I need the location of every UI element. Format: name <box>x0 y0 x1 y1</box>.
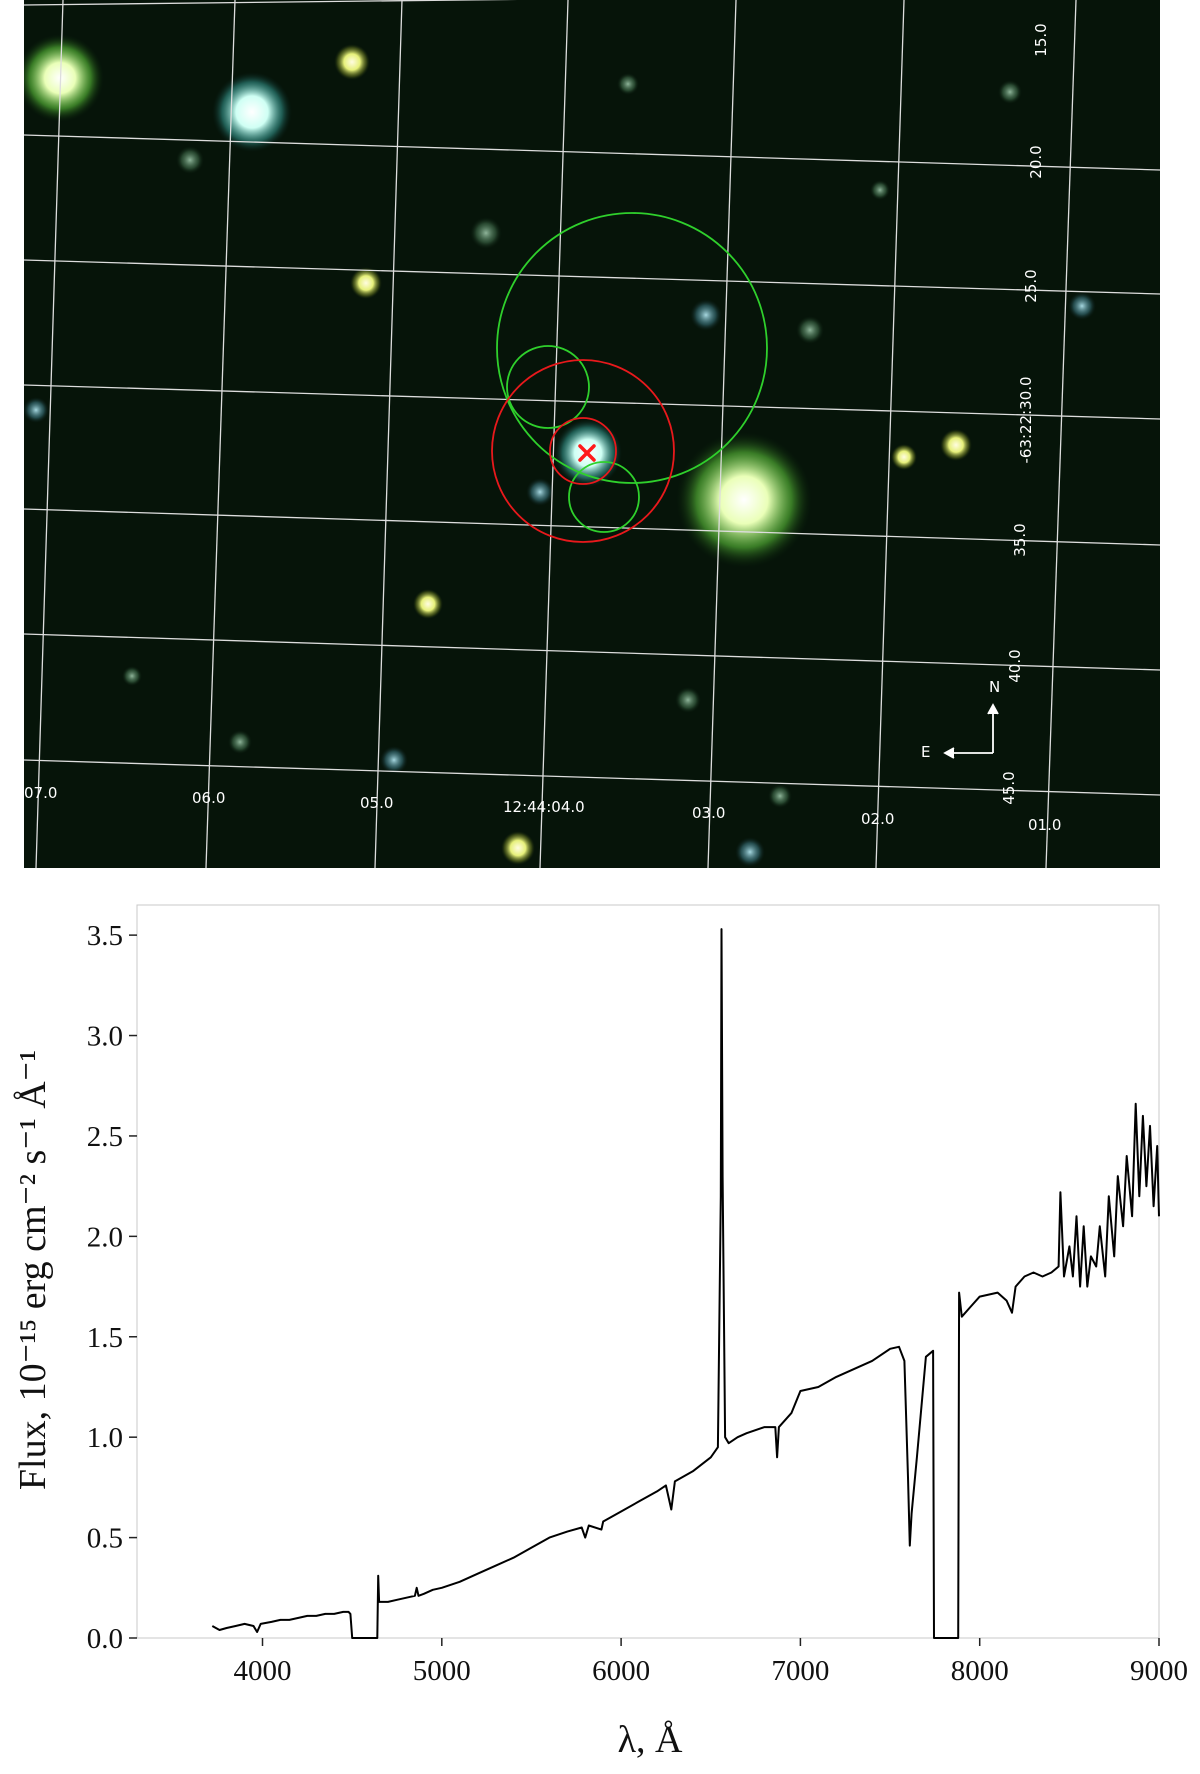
star <box>735 837 765 867</box>
grid-line-ra <box>875 0 905 868</box>
dec-tick-label: 25.0 <box>1022 269 1040 302</box>
y-tick-label: 2.0 <box>87 1221 123 1253</box>
grid-line-dec <box>24 134 1160 171</box>
star <box>24 397 49 423</box>
grid-line-ra <box>35 0 64 868</box>
x-tick-label: 9000 <box>1130 1655 1188 1687</box>
y-tick-label: 0.0 <box>87 1623 123 1655</box>
y-axis: 0.0 0.5 1.0 1.5 2.0 2.5 3.0 3.5 <box>87 920 137 1655</box>
grid-line-dec <box>24 259 1160 295</box>
y-tick-label: 2.5 <box>87 1121 123 1153</box>
grid-line-dec <box>24 508 1160 546</box>
star <box>675 687 701 713</box>
star <box>526 478 554 506</box>
grid-line-dec <box>24 759 1160 796</box>
star <box>796 316 824 344</box>
grid-line-ra <box>707 0 737 868</box>
dec-tick-label: 45.0 <box>1000 771 1018 804</box>
star <box>501 831 535 865</box>
dec-axis-labels: 15.0 20.0 25.0 -63:22:30.0 35.0 40.0 45.0 <box>1000 23 1050 804</box>
y-tick-label: 3.5 <box>87 920 123 952</box>
ra-tick-label: 05.0 <box>360 794 393 812</box>
bright-star <box>24 34 104 122</box>
star <box>870 180 890 200</box>
star <box>228 730 252 754</box>
star <box>470 217 502 249</box>
dec-tick-label: 15.0 <box>1032 23 1050 56</box>
x-axis-title: λ, Å <box>618 1719 683 1761</box>
star <box>891 444 917 470</box>
ra-tick-label: 12:44:04.0 <box>503 798 585 816</box>
y-tick-label: 0.5 <box>87 1523 123 1555</box>
ra-tick-label: 06.0 <box>192 789 225 807</box>
sky-image-panel: 07.0 06.0 05.0 12:44:04.0 03.0 02.0 01.0 15.0 2… <box>24 0 1160 868</box>
x-axis: 4000 5000 6000 7000 8000 9000 <box>234 1638 1188 1687</box>
compass-north-label: N <box>989 678 1000 696</box>
ra-tick-label: 07.0 <box>24 784 57 802</box>
x-tick-label: 6000 <box>592 1655 650 1687</box>
y-axis-title: Flux, 10⁻¹⁵ erg cm⁻² s⁻¹ Å⁻¹ <box>12 1050 54 1490</box>
y-tick-label: 1.0 <box>87 1422 123 1454</box>
bright-star <box>212 72 292 152</box>
ra-tick-label: 02.0 <box>861 810 894 828</box>
grid-line-ra <box>1045 0 1077 868</box>
star <box>413 589 443 619</box>
ra-tick-label: 01.0 <box>1028 816 1061 834</box>
bright-star <box>676 432 812 568</box>
star <box>122 666 142 686</box>
star <box>380 746 408 774</box>
star <box>768 784 792 808</box>
x-tick-label: 4000 <box>234 1655 292 1687</box>
ra-axis-labels: 07.0 06.0 05.0 12:44:04.0 03.0 02.0 01.0 <box>24 784 1061 834</box>
compass-arrowhead-north <box>987 703 999 715</box>
grid-line-ra <box>374 0 403 868</box>
error-circle-small-green <box>506 345 590 429</box>
star <box>617 73 639 95</box>
star <box>690 299 722 331</box>
spectrum-panel: 4000 5000 6000 7000 8000 9000 0.0 0.5 1.0 1.5 2.0… <box>12 904 1188 1761</box>
dec-tick-label: 20.0 <box>1027 145 1045 178</box>
compass <box>943 703 999 759</box>
error-circle-large-red <box>491 359 675 543</box>
error-circles <box>491 212 768 543</box>
compass-east-label: E <box>921 743 930 761</box>
error-circle-small-red <box>549 417 617 485</box>
grid-line-ra <box>205 0 236 868</box>
star <box>334 44 370 80</box>
dec-tick-label: 40.0 <box>1006 649 1024 682</box>
error-circle-large-green <box>496 212 768 484</box>
grid-line-dec <box>24 384 1160 420</box>
plot-frame <box>136 904 1160 1639</box>
dec-tick-label: 35.0 <box>1011 523 1029 556</box>
star <box>1068 292 1096 320</box>
error-circle-small-green <box>568 461 640 533</box>
x-tick-label: 5000 <box>413 1655 471 1687</box>
y-tick-label: 3.0 <box>87 1021 123 1053</box>
star <box>350 267 382 299</box>
x-tick-label: 8000 <box>951 1655 1009 1687</box>
x-mark-icon <box>578 444 596 462</box>
ra-tick-label: 03.0 <box>692 804 725 822</box>
star <box>176 146 204 174</box>
star <box>998 80 1022 104</box>
x-tick-label: 7000 <box>771 1655 829 1687</box>
grid-line-dec <box>24 0 518 6</box>
compass-arrowhead-east <box>943 747 955 759</box>
star <box>940 429 972 461</box>
y-tick-label: 1.5 <box>87 1322 123 1354</box>
spectrum-line <box>211 928 1160 1639</box>
dec-tick-label: -63:22:30.0 <box>1017 376 1035 463</box>
